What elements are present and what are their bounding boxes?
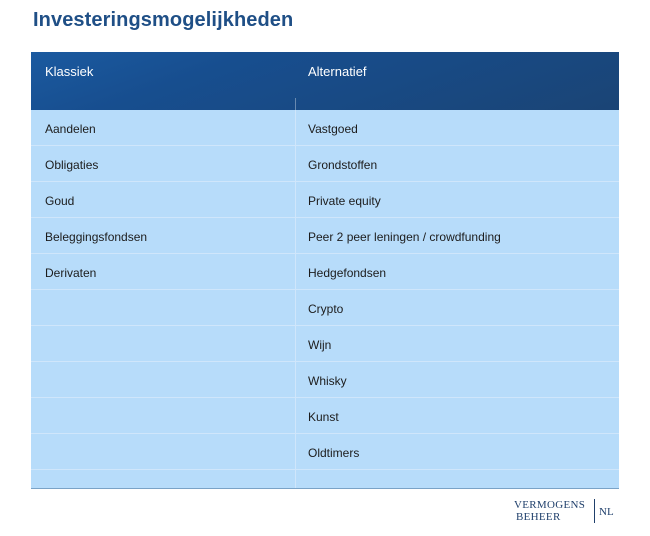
logo-divider xyxy=(594,499,595,523)
header-klassiek: Klassiek xyxy=(45,64,94,79)
table-row: Derivaten Hedgefondsen xyxy=(31,254,619,290)
cell-alternatief: Private equity xyxy=(308,194,381,208)
cell-alternatief: Oldtimers xyxy=(308,446,360,460)
logo-suffix: NL xyxy=(599,506,614,518)
table-row: Beleggingsfondsen Peer 2 peer leningen /… xyxy=(31,218,619,254)
table-row: Kunst xyxy=(31,398,619,434)
page-title: Investeringsmogelijkheden xyxy=(33,9,294,31)
table-row: Aandelen Vastgoed xyxy=(31,110,619,146)
table-row: Crypto xyxy=(31,290,619,326)
investment-table: Klassiek Alternatief Aandelen Vastgoed O… xyxy=(31,52,619,489)
header-divider xyxy=(295,98,296,110)
cell-klassiek: Goud xyxy=(45,194,75,208)
table-row: Wijn xyxy=(31,326,619,362)
cell-alternatief: Whisky xyxy=(308,374,347,388)
cell-alternatief: Hedgefondsen xyxy=(308,266,387,280)
cell-klassiek: Beleggingsfondsen xyxy=(45,230,148,244)
table-body: Aandelen Vastgoed Obligaties Grondstoffe… xyxy=(31,110,619,470)
cell-klassiek: Derivaten xyxy=(45,266,97,280)
table-row: Obligaties Grondstoffen xyxy=(31,146,619,182)
logo-line1: VERMOGENS xyxy=(514,499,586,511)
cell-alternatief: Grondstoffen xyxy=(308,158,378,172)
table-row: Goud Private equity xyxy=(31,182,619,218)
table-header: Klassiek Alternatief xyxy=(31,52,619,110)
column-divider xyxy=(295,110,296,488)
logo-line2: BEHEER xyxy=(516,511,561,523)
cell-alternatief: Peer 2 peer leningen / crowdfunding xyxy=(308,230,501,244)
table-row: Oldtimers xyxy=(31,434,619,470)
cell-alternatief: Crypto xyxy=(308,302,344,316)
cell-klassiek: Aandelen xyxy=(45,122,96,136)
cell-klassiek: Obligaties xyxy=(45,158,99,172)
table-row: Whisky xyxy=(31,362,619,398)
cell-alternatief: Vastgoed xyxy=(308,122,358,136)
vermogensbeheer-logo: VERMOGENS BEHEER NL xyxy=(514,497,624,527)
cell-alternatief: Wijn xyxy=(308,338,332,352)
header-alternatief: Alternatief xyxy=(308,64,367,79)
cell-alternatief: Kunst xyxy=(308,410,339,424)
